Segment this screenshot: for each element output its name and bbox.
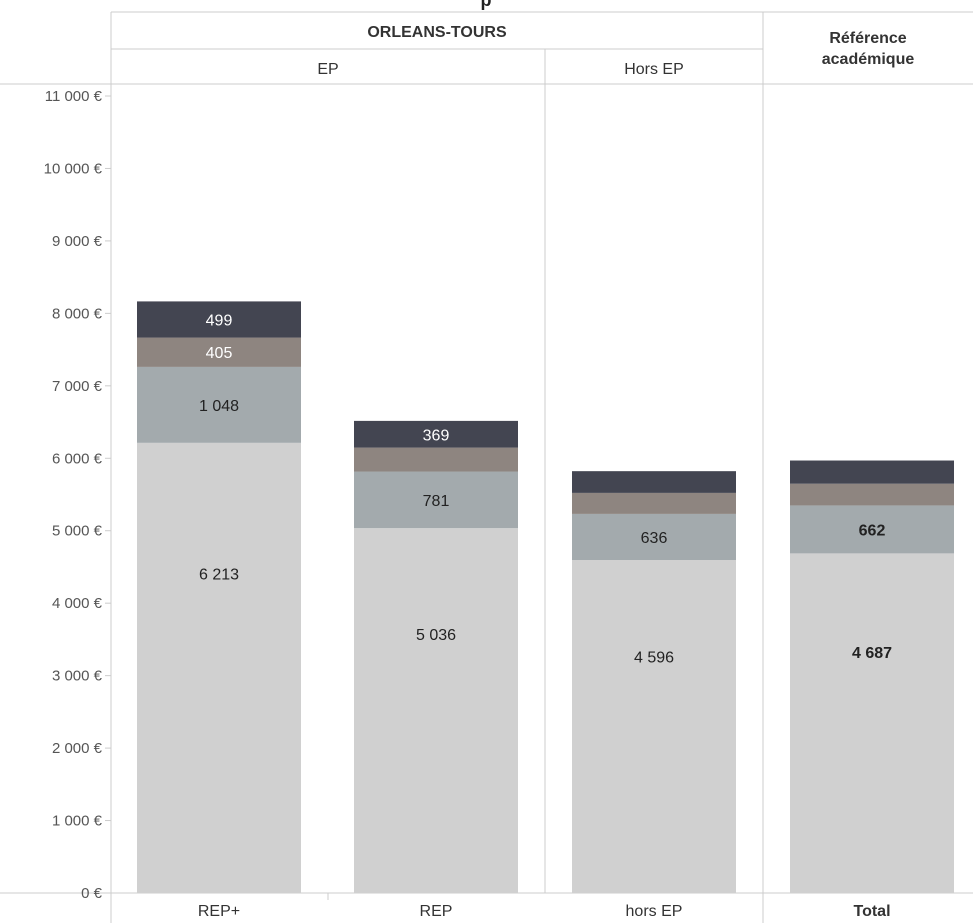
category-label: Total xyxy=(853,903,890,920)
value-label: 1 048 xyxy=(199,398,239,415)
bar-segment xyxy=(137,366,301,443)
bar-segment xyxy=(790,505,954,554)
y-tick-label: 0 € xyxy=(81,885,103,902)
hors-ep-header-label: Hors EP xyxy=(624,61,684,78)
y-tick-label: 5 000 € xyxy=(52,523,103,540)
bar-segment xyxy=(354,471,518,529)
bar-segment xyxy=(790,483,954,506)
bar-segment xyxy=(572,492,736,514)
value-label: 662 xyxy=(859,522,886,539)
reference-header-line1: Référence xyxy=(829,30,906,47)
bar-segment xyxy=(354,420,518,448)
value-label: 369 xyxy=(423,427,450,444)
ep-header-label: EP xyxy=(317,61,338,78)
value-label: 405 xyxy=(206,345,233,362)
bar-segment xyxy=(354,447,518,472)
bar-segment xyxy=(790,460,954,484)
bar-segment xyxy=(137,301,301,338)
bars-layer xyxy=(137,301,954,893)
group-header-label: ORLEANS-TOURS xyxy=(367,24,507,41)
bar-segment xyxy=(790,553,954,893)
y-tick-label: 4 000 € xyxy=(52,595,103,612)
value-labels-layer: 6 213 1 048 405 499 5 036 781 369 4 596 636 4 687… xyxy=(199,312,892,666)
bar-segment xyxy=(572,513,736,560)
category-label: hors EP xyxy=(626,903,683,920)
bar-segment xyxy=(572,471,736,493)
category-label: REP xyxy=(420,903,453,920)
y-tick-label: 3 000 € xyxy=(52,668,103,685)
value-label: 6 213 xyxy=(199,566,239,583)
y-tick-label: 11 000 € xyxy=(45,88,103,105)
value-label: 781 xyxy=(423,493,450,510)
value-label: 499 xyxy=(206,312,233,329)
bar-segment xyxy=(137,337,301,367)
value-label: 4 687 xyxy=(852,645,892,662)
bar-segment xyxy=(572,559,736,893)
y-tick-label: 8 000 € xyxy=(52,305,103,322)
chart-title-fragment: p xyxy=(481,0,492,10)
y-tick-label: 6 000 € xyxy=(52,450,103,467)
bar-segment xyxy=(137,442,301,893)
y-axis: 0 € 1 000 € 2 000 € 3 000 € 4 000 € 5 000 € 6 … xyxy=(44,88,111,902)
value-label: 636 xyxy=(641,530,668,547)
y-tick-label: 2 000 € xyxy=(52,740,103,757)
y-tick-label: 9 000 € xyxy=(52,233,103,250)
value-label: 4 596 xyxy=(634,650,674,667)
value-label: 5 036 xyxy=(416,627,456,644)
bar-segment xyxy=(354,528,518,893)
y-tick-label: 7 000 € xyxy=(52,378,103,395)
category-label: REP+ xyxy=(198,903,240,920)
y-tick-label: 1 000 € xyxy=(52,813,103,830)
reference-header-line2: académique xyxy=(822,51,915,68)
y-tick-label: 10 000 € xyxy=(44,160,103,177)
category-labels-layer: REP+ REP hors EP Total xyxy=(198,903,891,920)
